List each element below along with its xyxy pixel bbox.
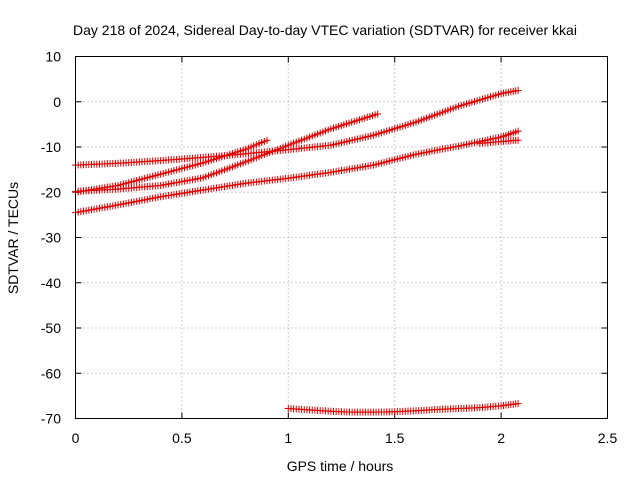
series-track-4 (72, 110, 382, 195)
y-tick-label: -30 (41, 230, 61, 246)
x-tick-label: 0 (72, 430, 80, 446)
y-tick-label: -10 (41, 139, 61, 155)
series-track-5 (476, 136, 522, 147)
y-tick-label: 10 (45, 49, 61, 65)
x-tick-label: 2 (497, 430, 505, 446)
y-tick-label: -70 (41, 411, 61, 427)
data-point (514, 136, 522, 144)
chart-title: Day 218 of 2024, Sidereal Day-to-day VTE… (73, 22, 577, 38)
data-series (72, 86, 522, 416)
x-tick-label: 2.5 (598, 430, 618, 446)
y-tick-label: -50 (41, 320, 61, 336)
y-tick-label: -60 (41, 365, 61, 381)
data-point (374, 110, 382, 118)
y-tick-label: -40 (41, 275, 61, 291)
x-tick-label: 1.5 (385, 430, 405, 446)
series-track-2 (72, 127, 522, 217)
grid (75, 56, 608, 419)
x-tick-label: 0.5 (172, 430, 192, 446)
plot-frame (75, 56, 608, 419)
data-point (514, 400, 522, 408)
y-tick-label: -20 (41, 184, 61, 200)
axis-ticks: 0 0.5 1 1.5 2 2.5 -70 -60 -50 -40 -30 -20 -10 0 10 (41, 49, 618, 447)
y-axis-label: SDTVAR / TECUs (5, 182, 21, 294)
data-point (514, 127, 522, 135)
data-point (514, 86, 522, 94)
y-tick-label: 0 (53, 94, 61, 110)
x-tick-label: 1 (284, 430, 292, 446)
x-axis-label: GPS time / hours (287, 458, 394, 474)
series-track-6 (284, 400, 522, 416)
series-track-1 (72, 86, 522, 169)
data-point (263, 136, 271, 144)
